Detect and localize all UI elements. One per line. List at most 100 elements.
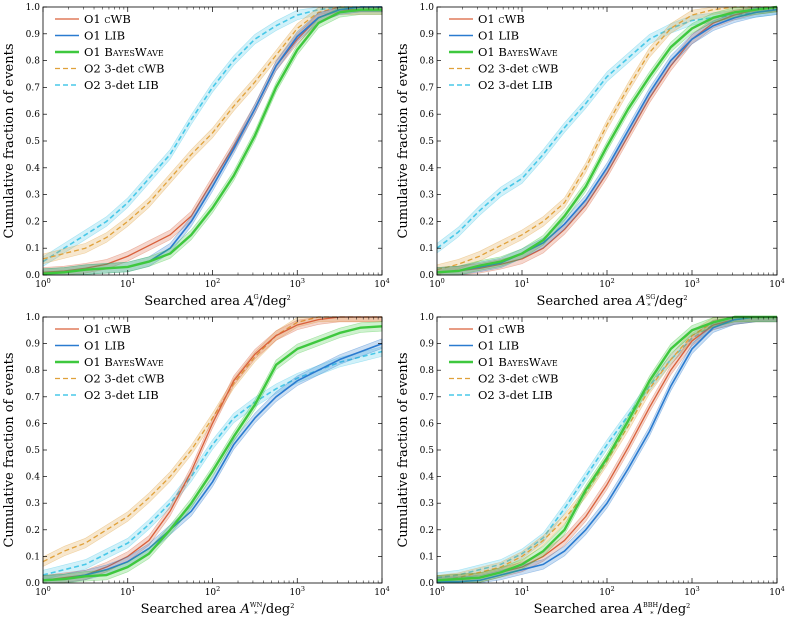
y-axis-label: Cumulative fraction of events <box>2 43 17 238</box>
tick-exponent: 0 <box>47 277 51 285</box>
xlabel-unit-exponent: 2 <box>290 602 294 610</box>
y-tick-label: 0.5 <box>420 446 435 456</box>
legend-label-name: LIB <box>498 29 519 43</box>
xlabel-subscript: * <box>650 610 654 618</box>
series-line <box>436 316 777 579</box>
legend-label-prefix: O1 <box>478 322 498 336</box>
legend-entry: O2 3-det cWB <box>84 372 164 386</box>
legend-label-name: cWB <box>104 322 130 336</box>
series-line <box>42 6 382 263</box>
tick-exponent: 1 <box>131 585 135 593</box>
tick-exponent: 4 <box>386 277 390 285</box>
legend-label-name: cWB <box>498 322 524 336</box>
y-tick-label: 0.7 <box>420 393 435 403</box>
tick-exponent: 3 <box>696 585 700 593</box>
x-tick-label: 100 <box>429 277 445 290</box>
legend-label-name: cWB <box>138 62 164 76</box>
legend-label-name: cWB <box>532 372 558 386</box>
legend-label-name: LIB <box>104 29 125 43</box>
legend-label-name: LIB <box>532 78 553 92</box>
y-tick-label: 0.7 <box>420 83 435 93</box>
x-tick-label: 103 <box>684 277 700 290</box>
y-tick-label: 0.8 <box>420 366 435 376</box>
series-line <box>436 8 778 274</box>
legend-label-prefix: O2 3-det <box>84 388 138 402</box>
tick-exponent: 4 <box>781 277 785 285</box>
tick-base: 10 <box>205 280 217 290</box>
xlabel-text: Searched area <box>144 294 244 309</box>
legend-entry: O1 cWB <box>478 12 525 26</box>
xlabel-unit: /deg <box>262 602 291 617</box>
y-tick-label: 0.7 <box>26 393 41 403</box>
xlabel-unit: /deg <box>655 294 684 309</box>
series-line <box>42 325 383 582</box>
y-tick-label: 0.2 <box>420 217 434 227</box>
legend-entry: O1 cWB <box>84 322 131 336</box>
legend-entry: O2 3-det cWB <box>478 62 558 76</box>
y-tick-label: 0.4 <box>420 473 435 483</box>
tick-base: 10 <box>429 280 441 290</box>
xlabel-text: Searched area <box>536 294 636 309</box>
y-tick-label: 0.1 <box>420 244 434 254</box>
series-line <box>42 8 382 275</box>
tick-exponent: 3 <box>696 277 700 285</box>
x-tick-label: 101 <box>120 585 136 598</box>
legend-entry: O2 3-det LIB <box>478 388 553 402</box>
tick-base: 10 <box>599 588 611 598</box>
x-axis-label: Searched area ASG * /deg2 <box>536 293 687 310</box>
x-tick-label: 102 <box>205 585 221 598</box>
tick-base: 10 <box>120 588 132 598</box>
y-tick-label: 0.0 <box>420 579 435 589</box>
legend-label-name: cWB <box>104 12 130 26</box>
x-tick-label: 104 <box>374 585 390 598</box>
tick-exponent: 4 <box>386 585 390 593</box>
xlabel-symbol: A <box>633 602 643 617</box>
x-tick-label: 100 <box>429 585 445 598</box>
x-tick-label: 100 <box>35 585 51 598</box>
y-tick-label: 1.0 <box>420 3 435 13</box>
y-tick-label: 0.3 <box>26 191 41 201</box>
y-tick-label: 0.4 <box>26 473 41 483</box>
legend-label-name: cWB <box>138 372 164 386</box>
series-line <box>436 5 778 274</box>
legend-entry: O1 LIB <box>84 339 125 353</box>
series-line <box>436 315 777 582</box>
xlabel-superscript: WN <box>250 601 263 609</box>
tick-exponent: 0 <box>441 585 445 593</box>
legend-label-name: BayesWave <box>104 45 163 59</box>
y-tick-label: 0.0 <box>26 271 41 281</box>
legend-entry: O1 LIB <box>478 29 519 43</box>
legend-entry: O2 3-det LIB <box>84 78 159 92</box>
x-tick-label: 104 <box>769 277 785 290</box>
tick-base: 10 <box>769 280 781 290</box>
legend-label-prefix: O1 <box>478 355 498 369</box>
tick-base: 10 <box>35 588 47 598</box>
xlabel-symbol: A <box>635 294 645 309</box>
y-tick-label: 0.9 <box>26 30 41 40</box>
legend-label-prefix: O1 <box>84 45 104 59</box>
y-tick-label: 0.1 <box>420 552 434 562</box>
tick-exponent: 1 <box>526 585 530 593</box>
tick-base: 10 <box>289 588 301 598</box>
y-tick-label: 0.3 <box>26 499 41 509</box>
tick-base: 10 <box>289 280 301 290</box>
y-tick-label: 0.4 <box>26 164 41 174</box>
y-tick-label: 0.0 <box>26 579 41 589</box>
legend-label-prefix: O1 <box>478 12 498 26</box>
x-tick-label: 101 <box>514 585 530 598</box>
legend-entry: O1 LIB <box>478 339 519 353</box>
series-line <box>437 316 777 583</box>
x-tick-label: 103 <box>289 277 305 290</box>
y-tick-label: 0.9 <box>420 30 435 40</box>
legend-label-name: cWB <box>498 12 524 26</box>
tick-base: 10 <box>374 280 386 290</box>
series-line <box>42 316 382 581</box>
tick-exponent: 3 <box>301 277 305 285</box>
legend-label-prefix: O1 <box>84 355 104 369</box>
x-tick-label: 103 <box>684 585 700 598</box>
xlabel-unit-exponent: 2 <box>287 294 291 302</box>
y-tick-label: 0.1 <box>26 552 40 562</box>
